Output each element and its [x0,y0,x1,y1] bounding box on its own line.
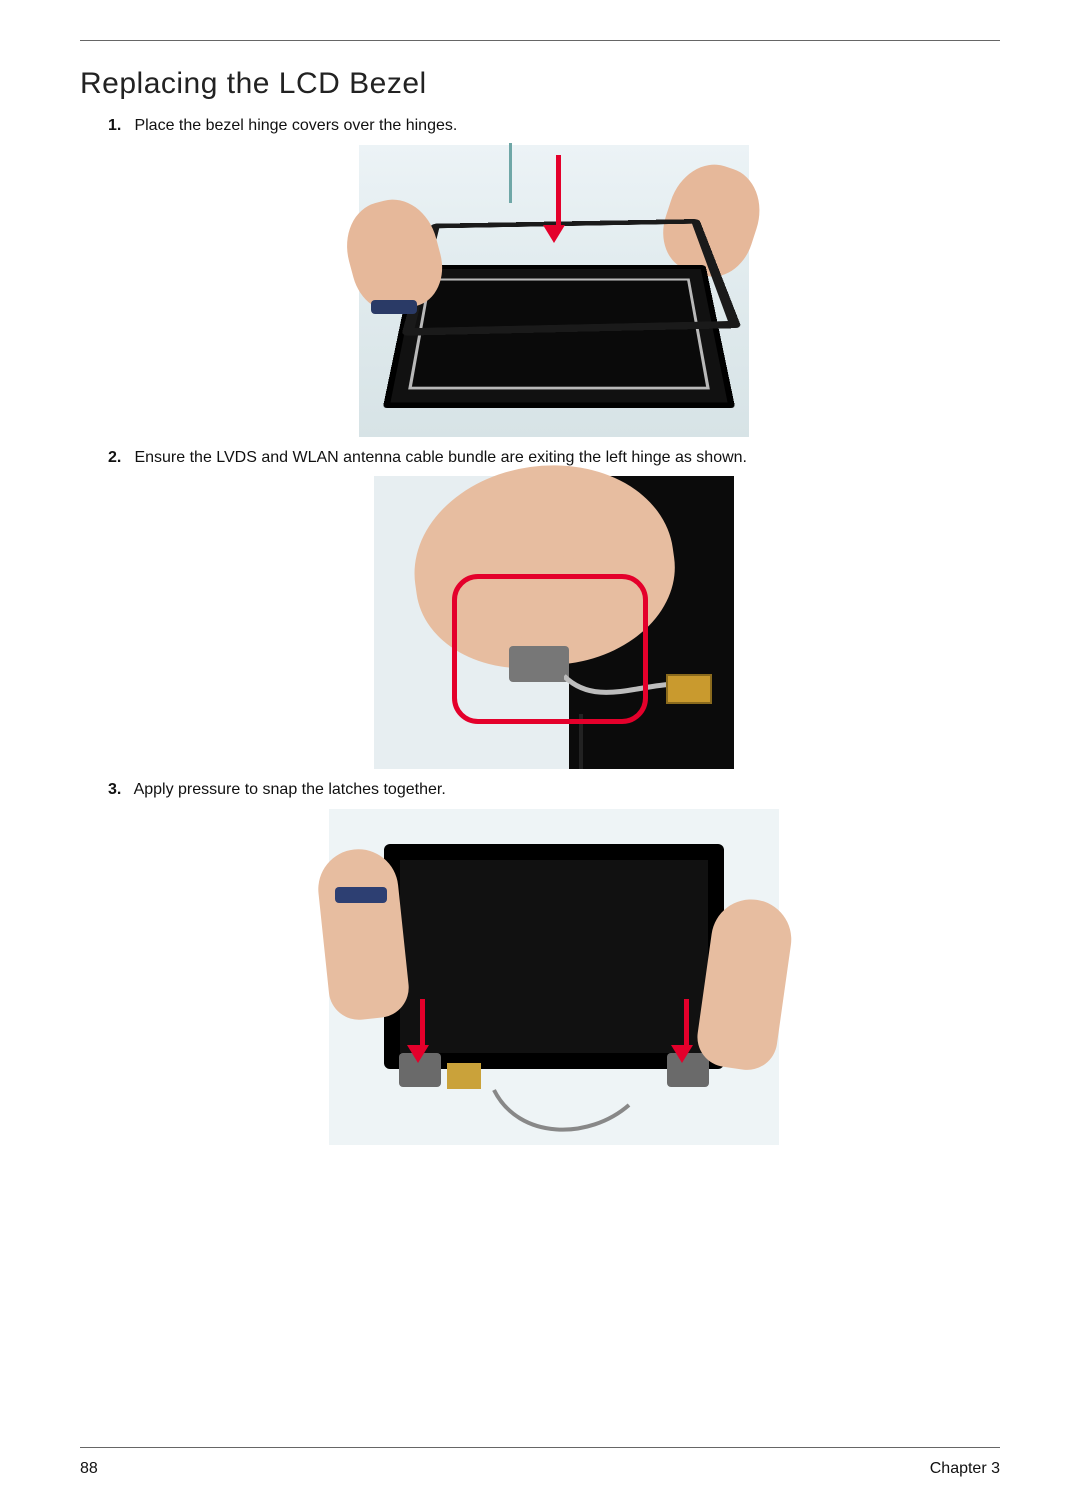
kapton-tape-icon [447,1063,481,1089]
lvds-connector-icon [666,674,712,704]
step-3-figure [329,809,779,1145]
lcd-module-icon [384,844,724,1069]
step-3: 3. Apply pressure to snap the latches to… [108,779,1000,1145]
cable-icon [489,1085,639,1145]
page-number: 88 [80,1460,98,1478]
bezel-frame-icon [401,219,742,336]
step-2: 2. Ensure the LVDS and WLAN antenna cabl… [108,447,1000,770]
step-1-figure-wrap [108,145,1000,437]
top-horizontal-rule [80,40,1000,41]
step-1-text: 1. Place the bezel hinge covers over the… [108,115,1000,137]
red-highlight-rect-icon [452,574,648,724]
chapter-label: Chapter 3 [930,1460,1000,1478]
section-heading: Replacing the LCD Bezel [80,67,1000,101]
step-3-figure-wrap [108,809,1000,1145]
step-1-number: 1. [108,115,130,137]
step-2-number: 2. [108,447,130,469]
page-footer: 88 Chapter 3 [80,1460,1000,1478]
step-2-figure [374,476,734,769]
esd-strap-icon [335,887,387,903]
step-1-body: Place the bezel hinge covers over the hi… [134,117,457,134]
esd-strap-icon [371,300,417,314]
step-1: 1. Place the bezel hinge covers over the… [108,115,1000,437]
step-3-number: 3. [108,779,130,801]
red-down-arrow-icon [551,155,565,243]
red-down-arrow-left-icon [415,999,429,1063]
red-down-arrow-right-icon [679,999,693,1063]
bottom-horizontal-rule [80,1447,1000,1448]
step-2-figure-wrap [108,476,1000,769]
step-1-figure [359,145,749,437]
document-page: Replacing the LCD Bezel 1. Place the bez… [0,0,1080,1512]
step-2-body: Ensure the LVDS and WLAN antenna cable b… [134,449,747,466]
step-3-body: Apply pressure to snap the latches toget… [134,781,446,798]
antenna-cable-icon [509,143,512,203]
step-3-text: 3. Apply pressure to snap the latches to… [108,779,1000,801]
step-list: 1. Place the bezel hinge covers over the… [80,115,1000,1145]
